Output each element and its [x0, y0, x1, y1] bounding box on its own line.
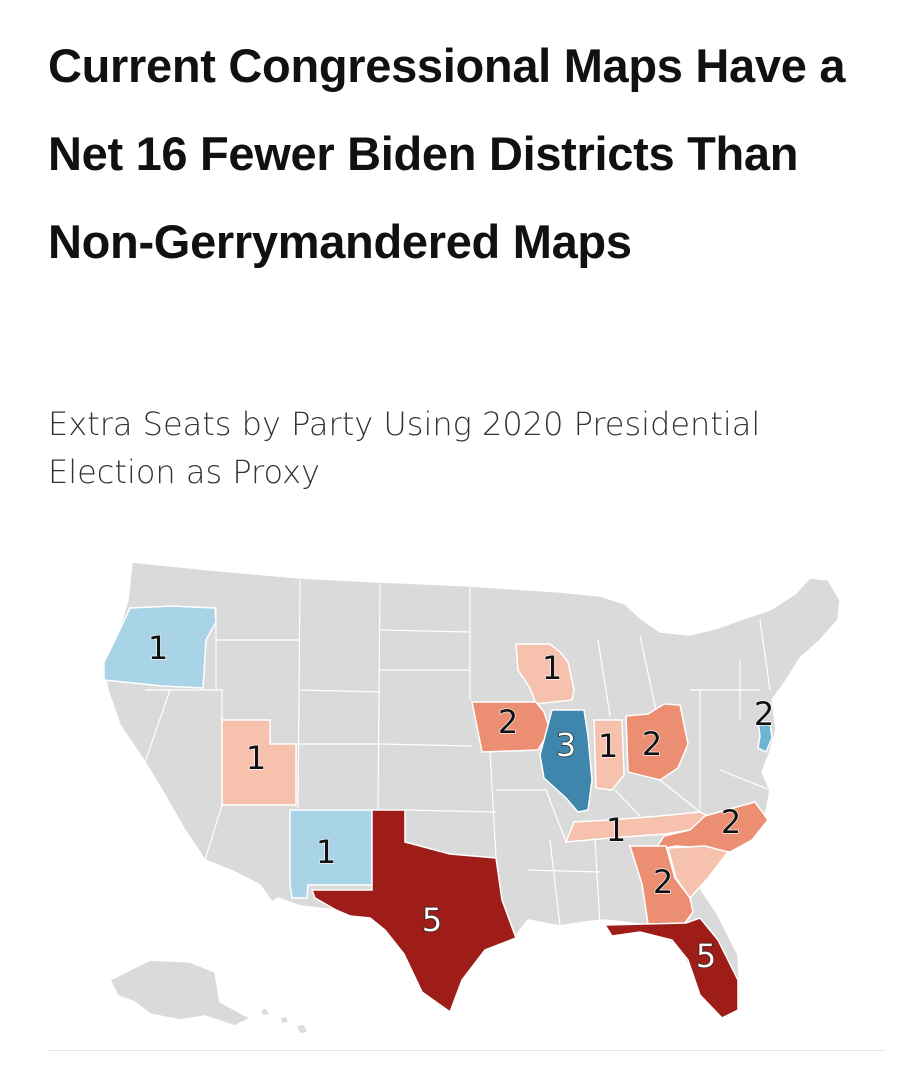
- state-border-line: [299, 689, 381, 693]
- state-indiana: [593, 719, 625, 791]
- state-border-line: [489, 749, 497, 859]
- seat-label-new-mexico: 1: [316, 833, 336, 871]
- highlighted-states: [103, 605, 773, 1019]
- state-new-jersey: [757, 721, 773, 754]
- state-illinois: [539, 709, 593, 813]
- state-ohio: [625, 703, 689, 781]
- seat-label-oregon: 1: [148, 629, 168, 667]
- state-border-line: [379, 629, 471, 633]
- state-border-line: [144, 689, 171, 763]
- state-georgia: [628, 845, 694, 925]
- state-border-line: [614, 789, 641, 817]
- seat-label-tennessee: 1: [606, 811, 626, 849]
- seat-label-illinois: 3: [556, 726, 576, 764]
- seat-label-texas: 5: [422, 901, 442, 939]
- state-border-line: [549, 839, 561, 927]
- state-border-line: [639, 635, 657, 711]
- state-oregon: [103, 605, 217, 689]
- state-border-line: [759, 619, 771, 691]
- state-texas: [310, 809, 517, 1014]
- state-border-line: [204, 804, 223, 861]
- chart-title: Current Congressional Maps Have a Net 16…: [48, 39, 846, 268]
- chart-subtitle: Extra Seats by Party Using 2020 Presiden…: [48, 405, 761, 491]
- seat-label-new-jersey: 2: [754, 695, 774, 733]
- state-florida: [603, 917, 739, 1019]
- state-border-line: [594, 839, 601, 925]
- seat-label-ohio: 2: [642, 725, 662, 763]
- seat-label-utah: 1: [246, 739, 266, 777]
- seat-label-georgia: 2: [653, 863, 673, 901]
- state-border-line: [659, 779, 701, 813]
- state-borders: [144, 579, 771, 927]
- seat-label-florida: 5: [696, 937, 716, 975]
- state-border-line: [377, 583, 381, 811]
- state-border-line: [404, 809, 497, 813]
- alaska-shape: [108, 959, 252, 1027]
- state-south-carolina: [667, 845, 730, 900]
- seat-label-wisconsin: 1: [542, 649, 562, 687]
- state-utah: [221, 719, 297, 806]
- state-border-line: [527, 869, 601, 873]
- state-border-line: [297, 579, 301, 809]
- state-border-line: [545, 789, 567, 843]
- hawaii-shape: [258, 1007, 310, 1035]
- seat-label-iowa: 2: [498, 703, 518, 741]
- seat-label-north-carolina: 2: [721, 803, 741, 841]
- state-border-line: [719, 769, 771, 791]
- state-wisconsin: [515, 643, 575, 705]
- state-border-line: [597, 639, 611, 717]
- bottom-rule: [48, 1050, 886, 1051]
- seat-label-indiana: 1: [598, 727, 618, 765]
- state-border-line: [379, 743, 473, 747]
